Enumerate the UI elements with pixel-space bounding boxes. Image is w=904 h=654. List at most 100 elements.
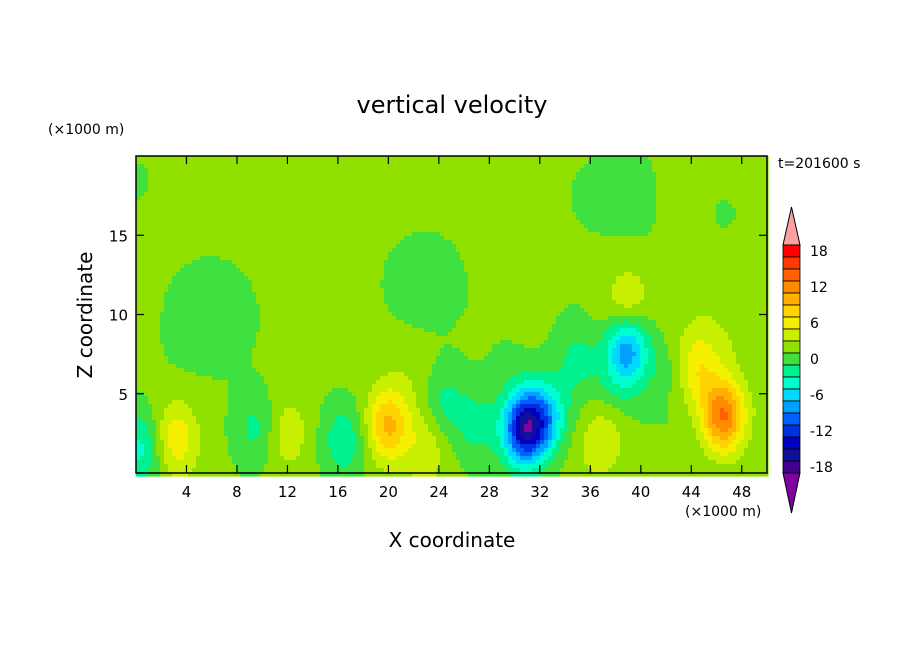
field-cell [144, 192, 149, 197]
field-cell [340, 188, 345, 193]
field-cell [668, 240, 673, 245]
field-cell [276, 276, 281, 281]
field-cell [560, 268, 565, 273]
field-cell [696, 176, 701, 181]
field-cell [164, 280, 169, 285]
field-cell [424, 260, 429, 265]
field-cell [748, 172, 753, 177]
field-cell [432, 208, 437, 213]
field-cell [428, 156, 433, 161]
field-cell [416, 240, 421, 245]
field-cell [480, 200, 485, 205]
field-cell [528, 228, 533, 233]
field-cell [692, 208, 697, 213]
field-cell [588, 180, 593, 185]
field-cell [184, 212, 189, 217]
field-cell [460, 188, 465, 193]
field-cell [584, 248, 589, 253]
field-cell [528, 204, 533, 209]
field-cell [532, 216, 537, 221]
field-cell [152, 188, 157, 193]
field-cell [184, 272, 189, 277]
field-cell [320, 232, 325, 237]
field-cell [240, 188, 245, 193]
field-cell [472, 204, 477, 209]
field-cell [548, 180, 553, 185]
field-cell [264, 216, 269, 221]
field-cell [700, 208, 705, 213]
field-cell [180, 240, 185, 245]
field-cell [652, 168, 657, 173]
field-cell [312, 156, 317, 161]
field-cell [688, 224, 693, 229]
field-cell [496, 280, 501, 285]
field-cell [748, 192, 753, 197]
field-cell [648, 248, 653, 253]
field-cell [328, 248, 333, 253]
field-cell [152, 192, 157, 197]
field-cell [484, 208, 489, 213]
field-cell [580, 188, 585, 193]
field-cell [568, 212, 573, 217]
field-cell [372, 156, 377, 161]
field-cell [356, 188, 361, 193]
field-cell [344, 216, 349, 221]
field-cell [372, 232, 377, 237]
field-cell [628, 172, 633, 177]
field-cell [440, 196, 445, 201]
field-cell [140, 184, 145, 189]
field-cell [748, 184, 753, 189]
field-cell [304, 220, 309, 225]
field-cell [196, 260, 201, 265]
field-cell [760, 212, 765, 217]
field-cell [300, 236, 305, 241]
field-cell [636, 172, 641, 177]
field-cell [604, 224, 609, 229]
field-cell [360, 192, 365, 197]
field-cell [452, 272, 457, 277]
field-cell [244, 252, 249, 257]
field-cell [680, 248, 685, 253]
field-cell [456, 232, 461, 237]
field-cell [428, 224, 433, 229]
field-cell [720, 252, 725, 257]
field-cell [384, 220, 389, 225]
field-cell [204, 168, 209, 173]
field-cell [292, 156, 297, 161]
field-cell [488, 184, 493, 189]
field-cell [276, 184, 281, 189]
field-cell [608, 188, 613, 193]
field-cell [556, 248, 561, 253]
field-cell [640, 260, 645, 265]
field-cell [356, 244, 361, 249]
field-cell [688, 168, 693, 173]
field-cell [452, 240, 457, 245]
field-cell [468, 280, 473, 285]
field-cell [152, 264, 157, 269]
field-cell [544, 176, 549, 181]
field-cell [248, 244, 253, 249]
field-cell [592, 180, 597, 185]
field-cell [604, 248, 609, 253]
field-cell [704, 236, 709, 241]
field-cell [372, 224, 377, 229]
field-cell [224, 208, 229, 213]
field-cell [380, 184, 385, 189]
field-cell [356, 208, 361, 213]
field-cell [672, 164, 677, 169]
field-cell [180, 236, 185, 241]
field-cell [756, 176, 761, 181]
field-cell [228, 160, 233, 165]
field-cell [620, 208, 625, 213]
field-cell [412, 244, 417, 249]
field-cell [208, 236, 213, 241]
field-cell [212, 204, 217, 209]
field-cell [480, 256, 485, 261]
field-cell [656, 268, 661, 273]
field-cell [520, 240, 525, 245]
field-cell [688, 264, 693, 269]
field-cell [344, 232, 349, 237]
field-cell [664, 200, 669, 205]
field-cell [400, 272, 405, 277]
field-cell [684, 224, 689, 229]
